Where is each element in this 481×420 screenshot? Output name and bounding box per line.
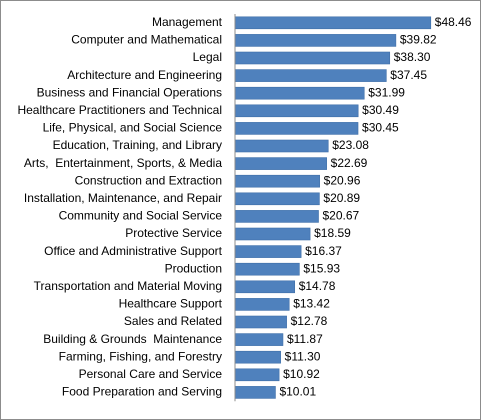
category-label: Arts, Entertainment, Sports, & Media xyxy=(24,156,222,170)
bar xyxy=(234,227,311,241)
bar xyxy=(234,350,281,364)
category-label: Personal Care and Service xyxy=(79,367,223,381)
bar xyxy=(234,262,300,276)
category-label: Computer and Mathematical xyxy=(71,33,222,47)
bar xyxy=(234,104,359,118)
bar xyxy=(234,210,319,223)
category-label: Food Preparation and Serving xyxy=(62,385,222,399)
value-label: $15.93 xyxy=(303,261,340,275)
category-label: Life, Physical, and Social Science xyxy=(43,121,223,135)
category-labels: Management Computer and Mathematical Legal… xyxy=(17,15,222,399)
category-label: Sales and Related xyxy=(124,314,222,328)
category-label: Construction and Extraction xyxy=(75,173,222,187)
bar xyxy=(234,192,320,206)
category-label: Installation, Maintenance, and Repair xyxy=(24,191,222,205)
bar xyxy=(234,174,320,188)
category-label: Business and Financial Operations xyxy=(37,85,222,99)
value-label: $14.78 xyxy=(299,279,336,293)
bar xyxy=(234,34,397,47)
category-label: Production xyxy=(165,261,222,275)
bar xyxy=(234,122,359,135)
value-label: $10.92 xyxy=(283,367,320,381)
category-label: Healthcare Support xyxy=(119,297,223,311)
value-label: $39.82 xyxy=(400,33,437,47)
value-label: $16.37 xyxy=(305,244,342,258)
bar xyxy=(234,280,296,294)
bar xyxy=(234,51,391,65)
value-label: $13.42 xyxy=(293,297,330,311)
value-label: $30.49 xyxy=(362,103,399,117)
value-label: $18.59 xyxy=(314,226,351,240)
bar xyxy=(234,157,327,170)
bar xyxy=(234,86,365,100)
bar xyxy=(234,315,287,329)
value-label: $12.78 xyxy=(291,314,328,328)
category-label: Office and Administrative Support xyxy=(44,244,223,258)
bar xyxy=(234,333,284,346)
category-label: Farming, Fishing, and Forestry xyxy=(59,349,222,363)
value-label: $11.30 xyxy=(285,349,321,363)
bar xyxy=(234,298,290,311)
value-label: $48.46 xyxy=(435,15,472,29)
category-label: Management xyxy=(152,15,223,29)
category-label: Architecture and Engineering xyxy=(67,68,222,82)
value-label: $23.08 xyxy=(332,138,369,152)
value-labels: $48.46 $39.82 $38.30 $37.45 $31.99 $30.49 $30.… xyxy=(279,15,471,399)
bar xyxy=(234,245,302,258)
value-label: $20.89 xyxy=(323,191,360,205)
value-label: $31.99 xyxy=(368,85,405,99)
bar xyxy=(234,16,432,30)
value-label: $20.67 xyxy=(323,209,360,223)
category-label: Transportation and Material Moving xyxy=(34,279,222,293)
category-label: Legal xyxy=(193,50,222,64)
bar xyxy=(234,386,276,399)
category-label: Education, Training, and Library xyxy=(53,138,222,152)
value-label: $11.87 xyxy=(287,332,323,346)
value-label: $20.96 xyxy=(324,173,361,187)
bar xyxy=(234,69,387,82)
category-label: Building & Grounds Maintenance xyxy=(43,332,222,346)
value-label: $22.69 xyxy=(331,156,368,170)
value-label: $10.01 xyxy=(279,385,316,399)
bar xyxy=(234,368,280,382)
value-label: $30.45 xyxy=(362,121,399,135)
category-label: Protective Service xyxy=(125,226,222,240)
category-label: Community and Social Service xyxy=(59,209,223,223)
bar xyxy=(234,139,329,153)
value-label: $37.45 xyxy=(390,68,427,82)
value-label: $38.30 xyxy=(394,50,431,64)
category-label: Healthcare Practitioners and Technical xyxy=(17,103,222,117)
